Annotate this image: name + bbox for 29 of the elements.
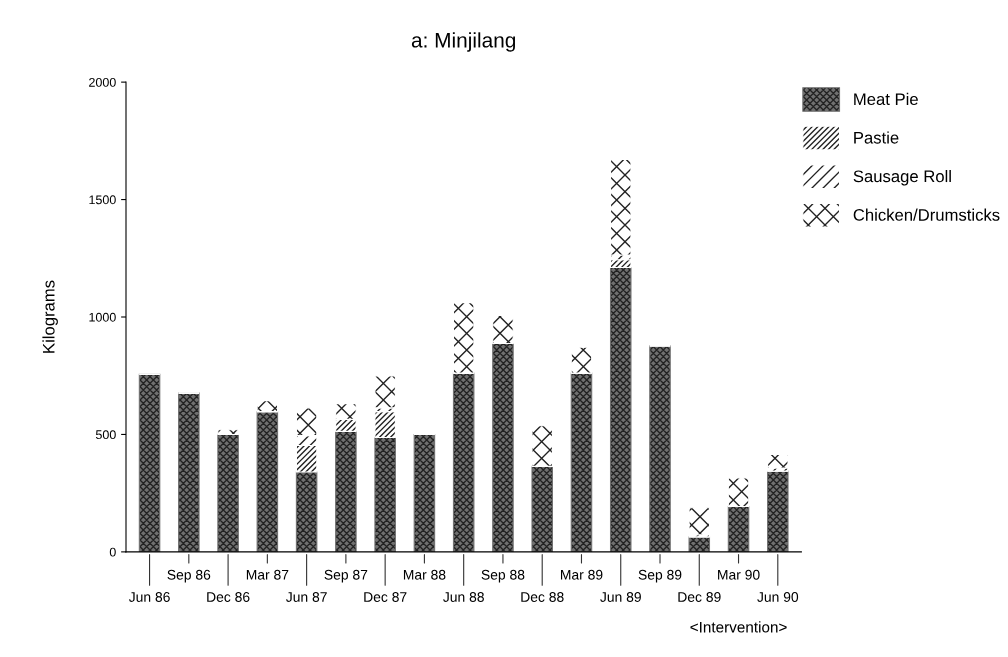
x-tick-label: Mar 87 xyxy=(246,569,289,580)
x-tick-label: Jun 86 xyxy=(128,592,170,602)
x-tick-label: Dec 87 xyxy=(364,592,407,602)
legend-label: Pastie xyxy=(854,131,899,144)
x-tick-label: Mar 88 xyxy=(403,569,446,580)
x-tick-label: Sep 87 xyxy=(324,569,368,583)
chart-title: a: Minjilang xyxy=(411,32,516,52)
legend-label: Meat Pie xyxy=(854,92,918,106)
y-axis-title: Kilograms xyxy=(42,280,58,353)
x-tick-label: Sep 86 xyxy=(167,569,211,583)
x-tick-label: Mar 89 xyxy=(561,569,603,580)
y-tick-label: 1000 xyxy=(89,312,116,322)
x-tick-label: Sep 88 xyxy=(481,569,525,583)
x-tick-label: Jun 90 xyxy=(757,592,799,602)
x-tick-label: Sep 89 xyxy=(638,569,682,583)
x-tick-label: Jun 89 xyxy=(600,592,641,602)
x-tick-label: Dec 86 xyxy=(207,592,250,602)
y-tick-label: 500 xyxy=(95,430,116,440)
legend-label: Sausage Roll xyxy=(853,169,951,186)
y-tick-label: 1500 xyxy=(89,195,116,205)
y-tick-label: 0 xyxy=(109,547,116,557)
legend-label: Chicken/Drumsticks xyxy=(853,208,1000,221)
x-tick-label: Mar 90 xyxy=(718,569,760,580)
text: <Intervention> xyxy=(690,621,787,633)
x-tick-label: Dec 88 xyxy=(521,592,564,602)
x-tick-label: Jun 88 xyxy=(443,592,484,602)
x-tick-label: Jun 87 xyxy=(285,592,327,602)
y-tick-label: 2000 xyxy=(89,77,116,87)
x-tick-label: Dec 89 xyxy=(678,592,721,602)
